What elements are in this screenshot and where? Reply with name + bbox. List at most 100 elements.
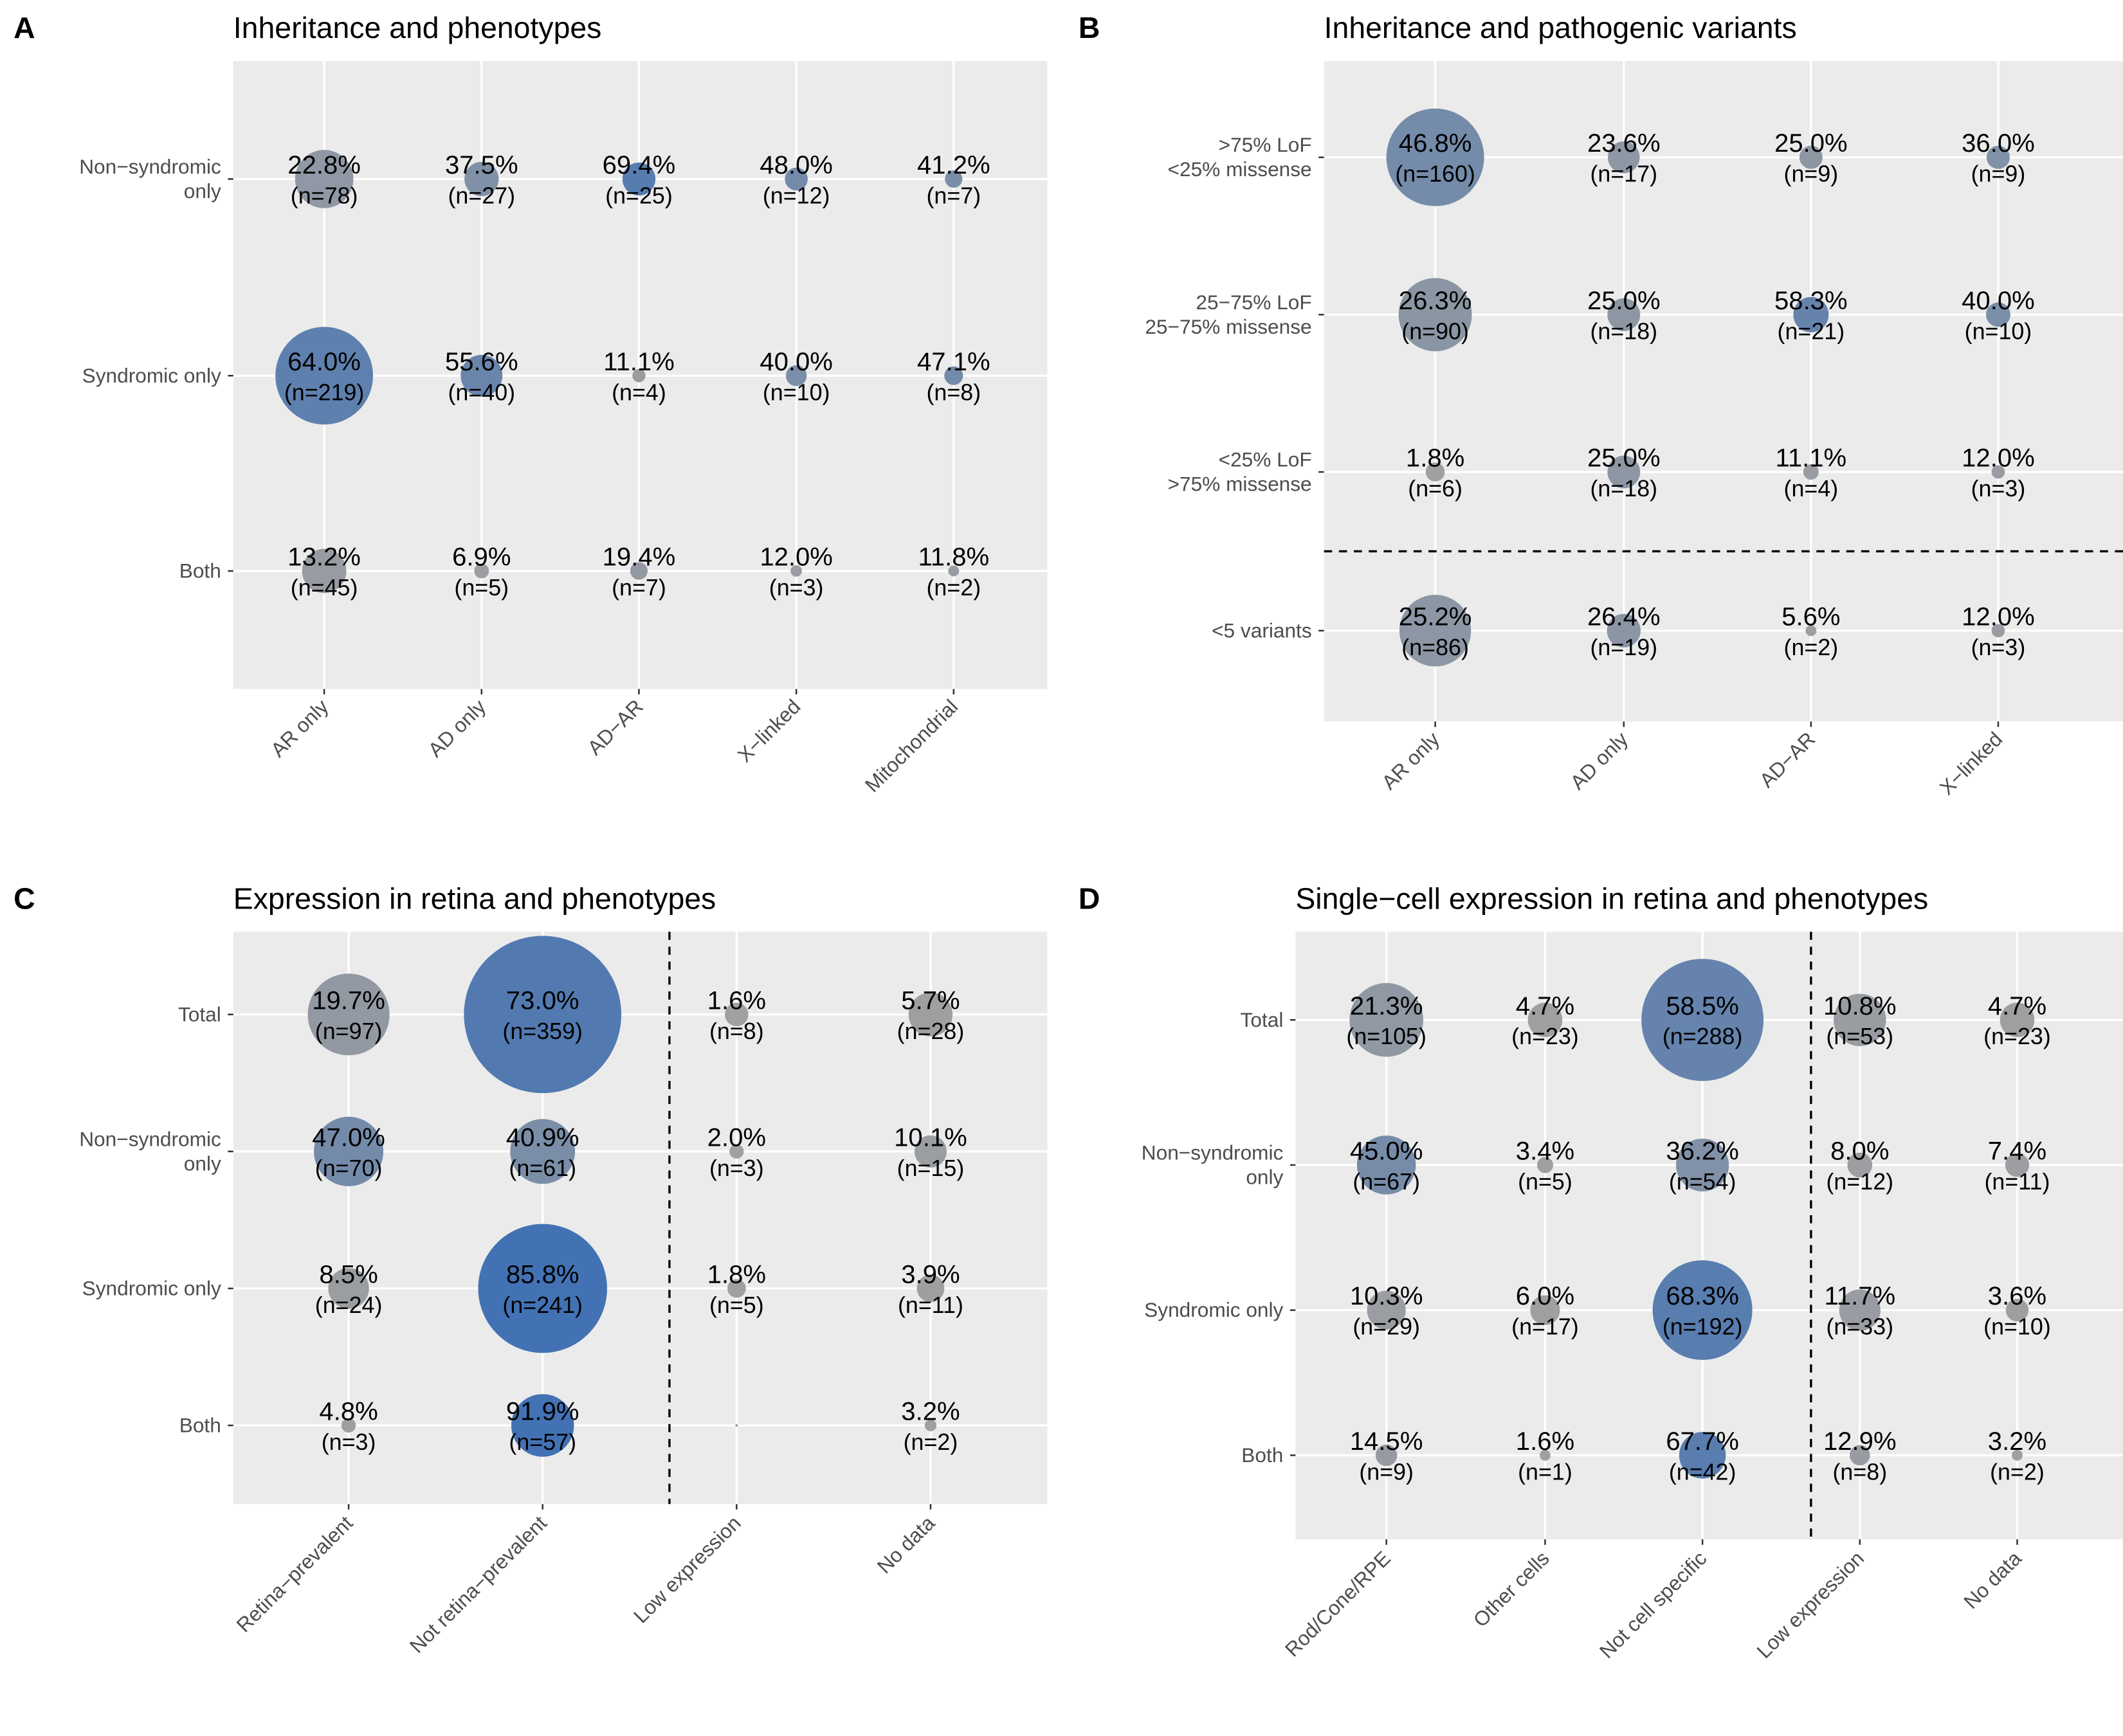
y-tick-label: Non−syndromic only — [79, 155, 221, 203]
y-tick-label: 25−75% LoF 25−75% missense — [1145, 291, 1311, 338]
bubble — [328, 1268, 369, 1309]
panel-c: C Expression in retina and phenotypes Tota… — [14, 882, 1048, 1658]
bubble — [275, 327, 374, 425]
percent-label: 25.0% — [1587, 444, 1661, 473]
percent-label: 36.2% — [1666, 1137, 1739, 1166]
y-tick-label: Total — [178, 1002, 221, 1026]
bubble — [314, 1116, 384, 1186]
bubble — [1527, 1002, 1563, 1038]
bubble — [341, 1418, 356, 1433]
bubble — [1530, 1295, 1560, 1325]
count-label: (n=29) — [1353, 1314, 1420, 1340]
count-label: (n=4) — [612, 379, 666, 405]
bubble — [2005, 1298, 2029, 1322]
percent-label: 14.5% — [1350, 1427, 1423, 1456]
percent-label: 4.7% — [1988, 992, 2046, 1020]
percent-label: 2.0% — [707, 1123, 766, 1152]
percent-label: 3.2% — [901, 1398, 960, 1426]
bubble — [945, 170, 963, 188]
percent-label: 25.0% — [1587, 287, 1661, 315]
bubble — [1834, 993, 1886, 1046]
bubble — [1425, 462, 1445, 482]
bubble — [307, 973, 390, 1056]
y-tick-label: Non−syndromic only — [79, 1127, 221, 1175]
y-tick-label: Both — [1241, 1443, 1283, 1467]
count-label: (n=10) — [1983, 1314, 2051, 1340]
percent-label: 41.2% — [917, 151, 990, 179]
x-tick-label: Low expression — [1752, 1546, 1868, 1663]
x-tick-label: AR only — [1377, 727, 1444, 794]
percent-label: 19.7% — [312, 986, 385, 1015]
percent-label: 47.0% — [312, 1123, 385, 1152]
percent-label: 48.0% — [760, 151, 833, 179]
y-tick-label: <5 variants — [1212, 619, 1312, 642]
percent-label: 91.9% — [506, 1398, 579, 1426]
percent-label: 12.0% — [1962, 444, 2035, 473]
count-label: (n=27) — [448, 183, 515, 208]
panel-title: Single−cell expression in retina and phe… — [1295, 882, 1928, 915]
percent-label: 5.6% — [1781, 602, 1840, 631]
percent-label: 47.1% — [917, 348, 990, 376]
count-label: (n=40) — [448, 379, 515, 405]
count-label: (n=23) — [1983, 1024, 2051, 1049]
percent-label: 26.4% — [1587, 602, 1661, 631]
count-label: (n=9) — [1971, 161, 2026, 187]
count-label: (n=15) — [897, 1155, 965, 1181]
panel-letter: C — [14, 882, 35, 915]
count-label: (n=1) — [1518, 1459, 1572, 1485]
bubble — [948, 565, 960, 577]
bubble — [632, 369, 646, 383]
percent-label: 37.5% — [445, 151, 518, 179]
percent-label: 11.1% — [603, 348, 675, 376]
percent-label: 21.3% — [1350, 992, 1423, 1020]
bubble — [1803, 464, 1819, 480]
panel-title: Inheritance and phenotypes — [233, 11, 602, 44]
bubble — [729, 1144, 744, 1159]
count-label: (n=5) — [454, 575, 509, 601]
percent-label: 46.8% — [1399, 129, 1472, 158]
bubble — [1986, 145, 2010, 169]
x-tick-label: Rod/Cone/RPE — [1280, 1546, 1395, 1661]
percent-label: 1.6% — [1516, 1427, 1574, 1456]
x-tick-label: AD only — [1565, 727, 1632, 794]
bubble — [1399, 595, 1472, 667]
count-label: (n=4) — [1784, 476, 1839, 502]
count-label: (n=11) — [1985, 1169, 2050, 1195]
percent-label: 73.0% — [506, 986, 579, 1015]
percent-label: 10.1% — [894, 1123, 967, 1152]
x-tick-label: AD only — [423, 694, 490, 761]
bubble — [1679, 1432, 1726, 1479]
count-label: (n=3) — [709, 1155, 764, 1181]
count-label: (n=3) — [1971, 635, 2026, 660]
count-label: (n=25) — [605, 183, 673, 208]
bubble — [944, 366, 963, 385]
percent-label: 6.9% — [452, 543, 511, 572]
x-tick-label: AR only — [266, 694, 333, 761]
count-label: (n=192) — [1663, 1314, 1743, 1340]
count-label: (n=219) — [284, 379, 365, 405]
count-label: (n=86) — [1401, 635, 1469, 660]
percent-label: 19.4% — [603, 543, 676, 572]
percent-label: 69.4% — [603, 151, 676, 179]
percent-label: 36.0% — [1962, 129, 2035, 158]
percent-label: 11.8% — [918, 543, 990, 572]
bubble — [1607, 298, 1641, 331]
bubble — [510, 1119, 576, 1184]
percent-label: 1.8% — [1406, 444, 1464, 473]
bubble — [630, 562, 648, 580]
count-label: (n=18) — [1590, 318, 1657, 344]
percent-label: 26.3% — [1399, 287, 1472, 315]
percent-label: 10.8% — [1823, 992, 1897, 1020]
count-label: (n=28) — [897, 1018, 965, 1044]
count-label: (n=9) — [1784, 161, 1839, 187]
count-label: (n=18) — [1590, 476, 1657, 502]
bubble — [1849, 1445, 1870, 1466]
percent-label: 25.2% — [1399, 602, 1472, 631]
count-label: (n=6) — [1408, 476, 1462, 502]
count-label: (n=7) — [612, 575, 666, 601]
count-label: (n=33) — [1826, 1314, 1893, 1340]
bubble — [1540, 1449, 1551, 1461]
percent-label: 3.2% — [1988, 1427, 2046, 1456]
panel-letter: D — [1079, 882, 1100, 915]
bubble — [785, 365, 807, 386]
